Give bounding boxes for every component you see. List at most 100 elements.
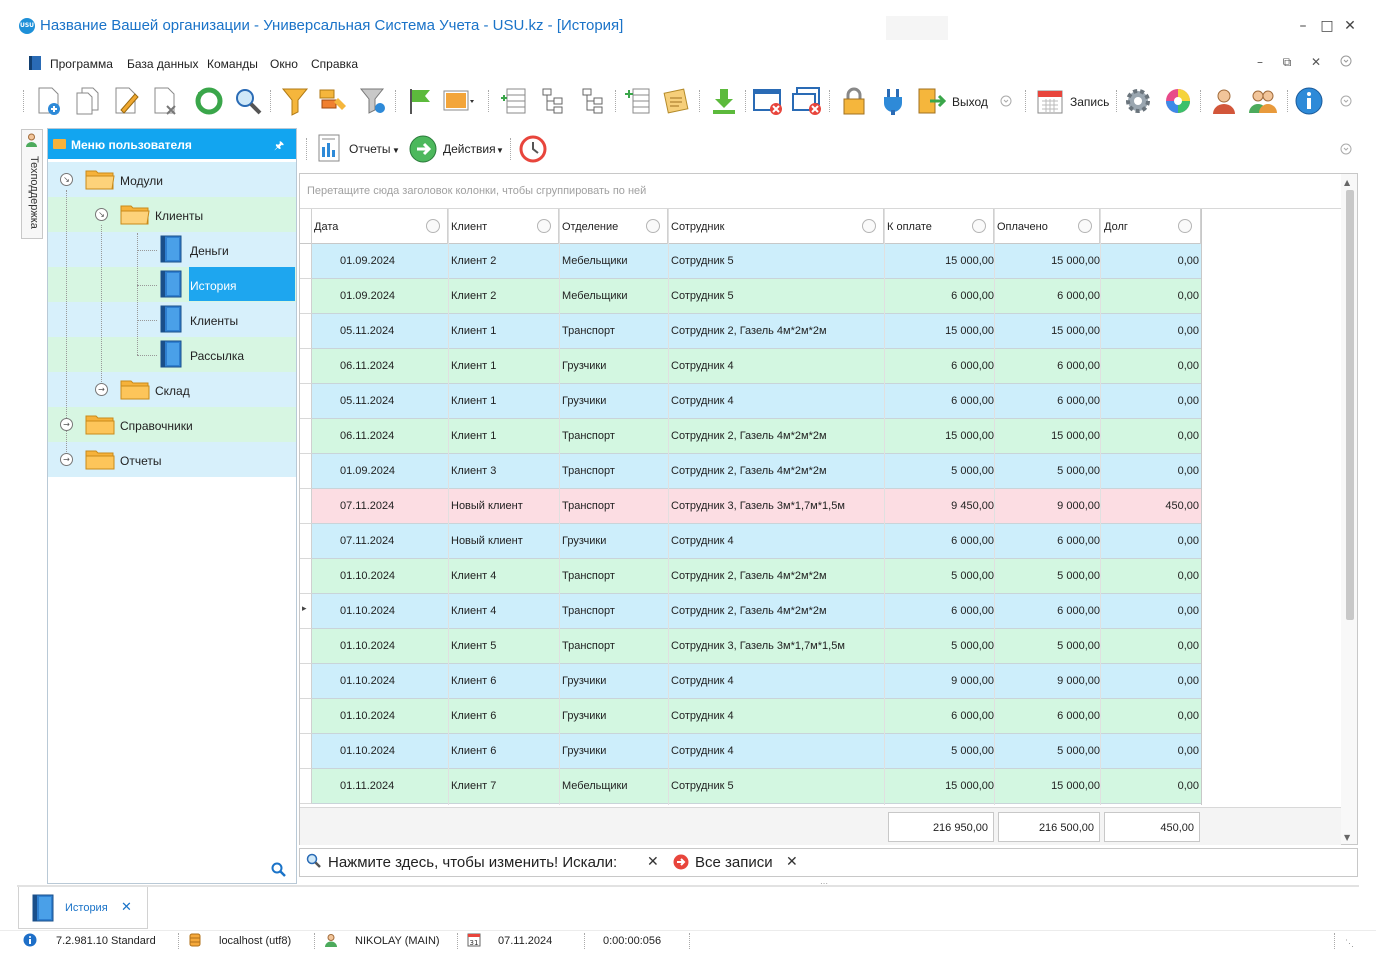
pin-icon[interactable]: 🖈 (274, 139, 285, 152)
table-row[interactable]: 01.10.2024 Клиент 5 Транспорт Сотрудник 3, … (312, 629, 1201, 664)
columns-icon[interactable] (497, 84, 531, 118)
add-record-icon[interactable] (32, 84, 66, 118)
filter-due-icon[interactable] (972, 219, 986, 233)
column-header-due[interactable] (884, 209, 994, 244)
maximize-button[interactable]: □ (1320, 18, 1334, 34)
calendar-icon[interactable] (1033, 84, 1067, 118)
nav-label-modules[interactable]: Модули (120, 174, 163, 188)
edit-record-icon[interactable] (109, 84, 143, 118)
menu-database[interactable]: База данных (127, 57, 199, 71)
row-indicator[interactable] (300, 454, 312, 489)
filter-client-icon[interactable] (537, 219, 551, 233)
nav-label-mailing[interactable]: Рассылка (190, 349, 245, 363)
expand-icon[interactable]: → (95, 383, 108, 396)
row-indicator[interactable] (300, 419, 312, 454)
lock-icon[interactable] (837, 84, 871, 118)
row-indicator[interactable] (300, 524, 312, 559)
row-indicator[interactable] (300, 384, 312, 419)
column-header-client[interactable] (448, 209, 559, 244)
row-indicator[interactable] (300, 769, 312, 804)
reports-dropdown[interactable]: Отчеты (349, 142, 391, 156)
mdi-options-icon[interactable] (1337, 55, 1355, 71)
tree-expand-icon[interactable] (538, 84, 572, 118)
table-row[interactable]: 01.10.2024 Клиент 6 Грузчики Сотрудник 4 9 0… (312, 664, 1201, 699)
subbar-options-icon[interactable] (1336, 139, 1356, 159)
filter-edit-icon[interactable] (316, 84, 350, 118)
color-wheel-icon[interactable] (1161, 84, 1195, 118)
table-row[interactable]: 01.10.2024 Клиент 6 Грузчики Сотрудник 4 5 0… (312, 734, 1201, 769)
filter-bar[interactable] (299, 848, 1358, 877)
table-row[interactable]: 01.10.2024 Клиент 4 Транспорт Сотрудник 2, … (312, 559, 1201, 594)
filter-paid-icon[interactable] (1078, 219, 1092, 233)
mdi-restore-button[interactable]: ⧉ (1282, 55, 1292, 69)
app-menu-icon[interactable] (29, 56, 41, 70)
mdi-minimize-button[interactable]: – (1257, 55, 1263, 69)
row-indicator[interactable] (300, 279, 312, 314)
menu-commands[interactable]: Команды (207, 57, 258, 71)
tree-collapse-icon[interactable] (578, 84, 612, 118)
delete-record-icon[interactable] (148, 84, 182, 118)
filter-date-icon[interactable] (426, 219, 440, 233)
reports-dropdown-caret[interactable]: ▼ (392, 146, 400, 155)
nav-label-clients-folder[interactable]: Клиенты (155, 209, 204, 223)
column-header-paid[interactable] (994, 209, 1100, 244)
menu-help[interactable]: Справка (311, 57, 359, 71)
plugin-icon[interactable] (876, 84, 910, 118)
settings-gear-icon[interactable] (1121, 84, 1155, 118)
column-header-date[interactable] (312, 209, 448, 244)
row-indicator[interactable] (300, 244, 312, 279)
support-side-tab[interactable] (21, 129, 43, 239)
refresh-icon[interactable] (192, 84, 226, 118)
table-row[interactable]: 01.09.2024 Клиент 2 Мебельщики Сотрудник 5 1… (312, 244, 1201, 279)
nav-label-clients[interactable]: Клиенты (190, 314, 239, 328)
actions-dropdown[interactable]: Действия (443, 142, 496, 156)
clear-search-button[interactable]: ✕ (647, 854, 659, 870)
user-icon[interactable] (1207, 84, 1241, 118)
all-records-label[interactable]: Все записи (695, 854, 773, 871)
add-column-icon[interactable] (621, 84, 655, 118)
table-row[interactable]: 05.11.2024 Клиент 1 Грузчики Сотрудник 4 6 0… (312, 384, 1201, 419)
table-row[interactable]: 01.10.2024 Клиент 4 Транспорт Сотрудник 2, … (312, 594, 1201, 629)
mdi-close-button[interactable]: ✕ (1310, 55, 1322, 69)
tab-close-button[interactable]: ✕ (121, 900, 132, 915)
resize-grip-icon[interactable]: ⋯ (820, 879, 828, 888)
exit-dropdown-icon[interactable] (995, 84, 1017, 118)
table-row[interactable]: 07.11.2024 Новый клиент Транспорт Сотрудник… (312, 489, 1201, 524)
filter-clear-icon[interactable] (356, 84, 390, 118)
close-button[interactable]: ✕ (1344, 18, 1356, 34)
menu-program[interactable]: Программа (50, 57, 113, 71)
minimize-button[interactable]: – (1299, 18, 1307, 34)
notes-icon[interactable] (659, 84, 693, 118)
close-window-icon[interactable] (751, 84, 785, 118)
toolbar-options-icon[interactable] (1336, 84, 1356, 118)
row-indicator[interactable] (300, 699, 312, 734)
exit-label[interactable]: Выход (952, 95, 988, 109)
table-row[interactable]: 01.11.2024 Клиент 7 Мебельщики Сотрудник 5 1… (312, 769, 1201, 804)
row-indicator[interactable] (300, 664, 312, 699)
table-row[interactable]: 01.10.2024 Клиент 6 Грузчики Сотрудник 4 6 0… (312, 699, 1201, 734)
collapse-icon[interactable]: ↘ (60, 173, 73, 186)
nav-label-reports[interactable]: Отчеты (120, 454, 162, 468)
table-row[interactable]: 06.11.2024 Клиент 1 Транспорт Сотрудник 2, … (312, 419, 1201, 454)
expand-icon[interactable]: → (60, 418, 73, 431)
row-indicator[interactable] (300, 314, 312, 349)
nav-row-clients-folder[interactable] (48, 197, 296, 232)
nav-label-references[interactable]: Справочники (120, 419, 193, 433)
row-indicator[interactable] (300, 734, 312, 769)
column-header-department[interactable] (559, 209, 668, 244)
scrollbar-thumb[interactable] (1346, 190, 1354, 620)
actions-icon[interactable] (407, 133, 439, 165)
table-row[interactable]: 07.11.2024 Новый клиент Грузчики Сотрудник … (312, 524, 1201, 559)
table-row[interactable]: 06.11.2024 Клиент 1 Грузчики Сотрудник 4 6 0… (312, 349, 1201, 384)
scroll-down-arrow-icon[interactable]: ▼ (1344, 833, 1351, 842)
filter-employee-icon[interactable] (862, 219, 876, 233)
nav-row-warehouse[interactable] (48, 372, 296, 407)
close-all-windows-icon[interactable] (790, 84, 824, 118)
filter-icon[interactable] (278, 84, 312, 118)
info-icon[interactable] (1292, 84, 1326, 118)
column-header-employee[interactable] (668, 209, 884, 244)
clock-icon[interactable] (517, 133, 549, 165)
copy-record-icon[interactable] (70, 84, 104, 118)
scroll-up-arrow-icon[interactable]: ▲ (1344, 178, 1351, 187)
download-icon[interactable] (707, 84, 741, 118)
